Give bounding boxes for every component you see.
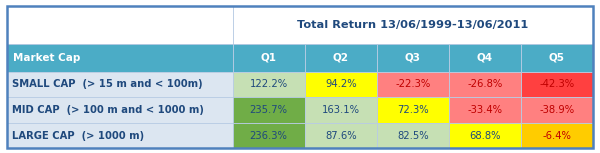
Bar (233, 44, 305, 72)
Text: 235.7%: 235.7% (250, 105, 287, 115)
Text: Total Return 13/06/1999-13/06/2011: Total Return 13/06/1999-13/06/2011 (297, 20, 529, 30)
Text: Q5: Q5 (549, 53, 565, 63)
Bar (7, 72, 233, 97)
Bar (305, 72, 377, 97)
Bar (233, 97, 305, 123)
Text: -22.3%: -22.3% (395, 79, 430, 89)
Text: 94.2%: 94.2% (325, 79, 356, 89)
Text: 87.6%: 87.6% (325, 131, 356, 141)
Bar (7, 123, 233, 148)
Bar (7, 44, 233, 72)
Bar (449, 72, 521, 97)
Text: -33.4%: -33.4% (467, 105, 502, 115)
Bar (521, 44, 593, 72)
Text: Q1: Q1 (260, 53, 277, 63)
Bar (233, 123, 305, 148)
Text: Market Cap: Market Cap (13, 53, 80, 63)
Bar (521, 97, 593, 123)
Text: SMALL CAP  (> 15 m and < 100m): SMALL CAP (> 15 m and < 100m) (12, 79, 203, 89)
Bar (377, 97, 449, 123)
Text: -26.8%: -26.8% (467, 79, 502, 89)
Text: MID CAP  (> 100 m and < 1000 m): MID CAP (> 100 m and < 1000 m) (12, 105, 204, 115)
Bar (377, 44, 449, 72)
Bar (233, 6, 593, 44)
Bar (7, 6, 233, 44)
Bar (521, 123, 593, 148)
Text: -38.9%: -38.9% (539, 105, 574, 115)
Bar (305, 97, 377, 123)
Text: 68.8%: 68.8% (469, 131, 500, 141)
Bar (233, 72, 305, 97)
Bar (305, 123, 377, 148)
Text: -6.4%: -6.4% (542, 131, 571, 141)
Text: LARGE CAP  (> 1000 m): LARGE CAP (> 1000 m) (12, 131, 144, 141)
Text: 122.2%: 122.2% (250, 79, 288, 89)
Bar (449, 97, 521, 123)
Text: 163.1%: 163.1% (322, 105, 359, 115)
Text: -42.3%: -42.3% (539, 79, 574, 89)
Text: Q4: Q4 (476, 53, 493, 63)
Text: 82.5%: 82.5% (397, 131, 428, 141)
Text: Q3: Q3 (405, 53, 421, 63)
Bar (377, 123, 449, 148)
Text: 72.3%: 72.3% (397, 105, 428, 115)
Bar (377, 72, 449, 97)
Bar (7, 97, 233, 123)
Text: 236.3%: 236.3% (250, 131, 287, 141)
Text: Q2: Q2 (332, 53, 349, 63)
Bar (449, 123, 521, 148)
Bar (305, 44, 377, 72)
Bar (521, 72, 593, 97)
Bar (449, 44, 521, 72)
